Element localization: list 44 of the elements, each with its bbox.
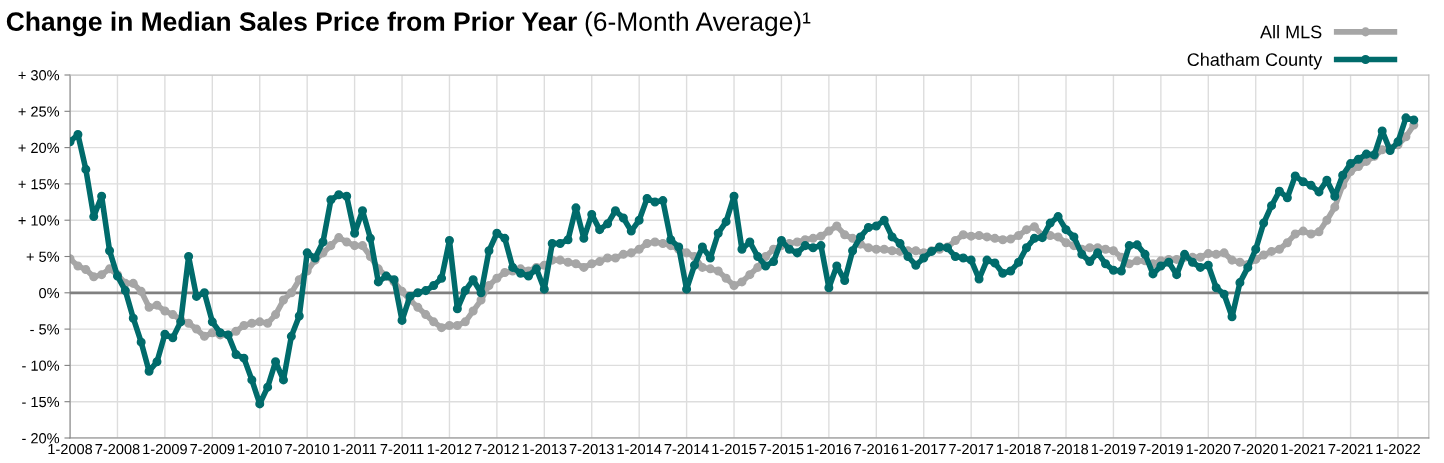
legend-label: Chatham County <box>1187 52 1323 70</box>
x-tick-label: 7-2009 <box>190 443 235 455</box>
x-tick-label: 7-2010 <box>285 443 330 455</box>
y-tick-label: + 25% <box>18 106 60 117</box>
y-tick-label: - 15% <box>22 396 60 408</box>
x-tick-label: 7-2013 <box>569 443 614 455</box>
y-tick-label: 0% <box>39 287 60 299</box>
y-tick-label: + 5% <box>26 251 60 262</box>
y-tick-label: - 20% <box>22 433 60 444</box>
x-tick-label: 7-2016 <box>854 443 899 455</box>
x-tick-label: 1-2009 <box>143 443 187 455</box>
x-tick-label: 1-2021 <box>1281 443 1326 455</box>
x-tick-label: 1-2017 <box>902 443 946 455</box>
x-tick-label: 7-2011 <box>380 443 424 455</box>
x-tick-label: 1-2014 <box>617 443 662 455</box>
x-tick-label: 7-2014 <box>664 443 709 455</box>
x-tick-label: 1-2010 <box>238 443 282 455</box>
x-tick-label: 1-2012 <box>427 443 472 455</box>
x-tick-label: 1-2013 <box>522 443 567 455</box>
x-tick-label: 7-2020 <box>1233 443 1278 455</box>
y-tick-label: - 10% <box>22 360 60 371</box>
chart-subtitle: (6-Month Average)¹ <box>585 11 811 37</box>
x-tick-label: 1-2019 <box>1091 443 1136 455</box>
x-tick-label: 7-2021 <box>1328 443 1373 455</box>
x-tick-label: 1-2018 <box>997 443 1041 455</box>
x-tick-label: 1-2016 <box>807 443 851 455</box>
y-tick-label: + 30% <box>18 70 60 81</box>
x-tick-label: 7-2012 <box>474 443 519 455</box>
x-tick-label: 1-2008 <box>48 443 93 455</box>
legend-label: All MLS <box>1260 25 1322 39</box>
x-tick-label: 1-2020 <box>1186 443 1231 455</box>
x-tick-label: 7-2018 <box>1044 443 1089 455</box>
x-tick-label: 1-2022 <box>1376 443 1420 455</box>
x-tick-label: 1-2015 <box>712 443 757 455</box>
x-tick-label: 7-2019 <box>1138 443 1183 455</box>
x-tick-label: 7-2017 <box>949 443 994 455</box>
chart-title: Change in Median Sales Price from Prior Year <box>6 11 577 37</box>
x-tick-label: 7-2008 <box>95 443 140 455</box>
y-tick-label: + 10% <box>18 215 60 226</box>
y-tick-label: - 5% <box>30 324 60 335</box>
x-tick-label: 7-2015 <box>759 443 804 455</box>
y-tick-label: + 20% <box>18 142 60 154</box>
y-tick-label: + 15% <box>18 179 60 190</box>
x-tick-label: 1-2011 <box>333 443 377 455</box>
